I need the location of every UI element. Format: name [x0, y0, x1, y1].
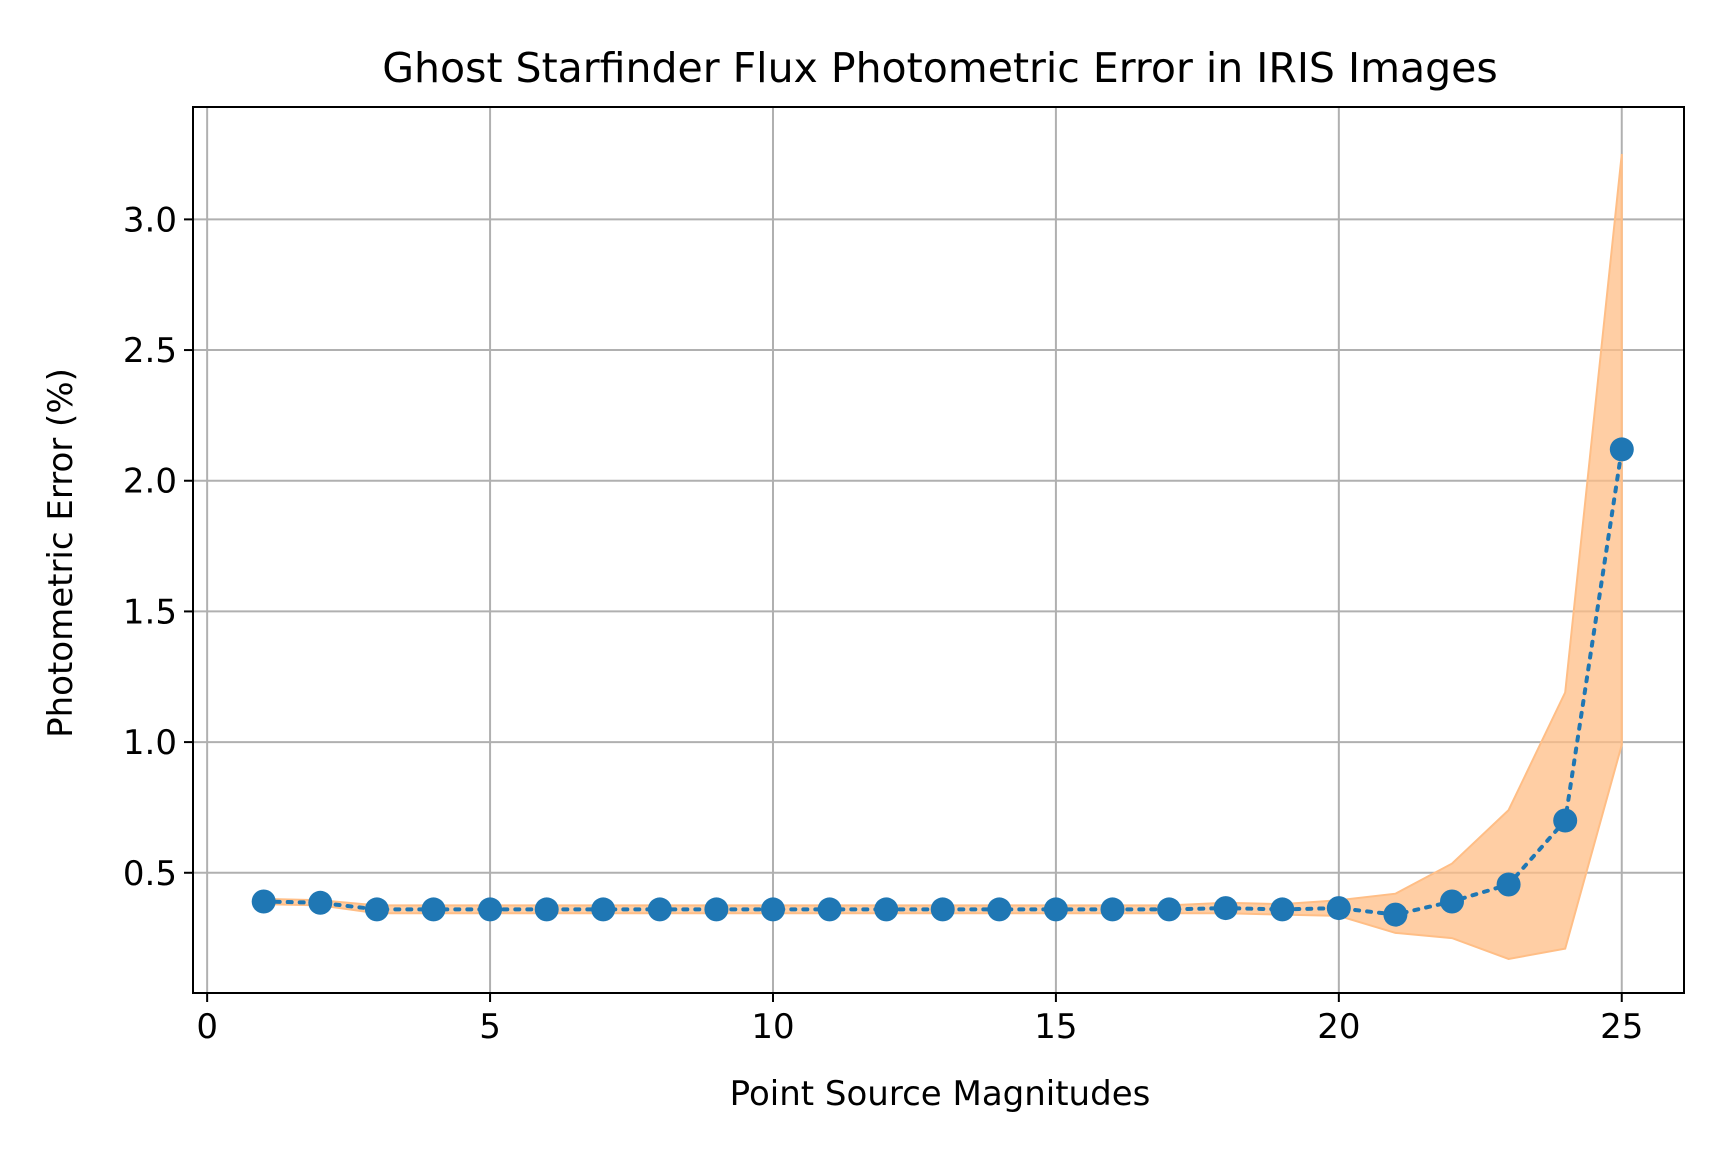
data-point	[1270, 897, 1295, 922]
data-point	[817, 897, 842, 922]
y-tick-label: 1.5	[123, 592, 177, 632]
data-markers	[251, 437, 1634, 927]
data-point	[1043, 897, 1068, 922]
data-point	[534, 897, 559, 922]
data-point	[874, 897, 899, 922]
data-point	[647, 897, 672, 922]
y-tick-label: 2.5	[123, 331, 177, 371]
data-point	[930, 897, 955, 922]
y-tick-label: 1.0	[123, 723, 177, 763]
data-point	[704, 897, 729, 922]
x-tick-label: 25	[1600, 1007, 1643, 1047]
data-point	[761, 897, 785, 922]
data-point	[421, 897, 446, 922]
axis-ticks: 0 5 10 15 20 25 0.5 1.0 1.5 2.0 2.5 3.0	[123, 200, 1643, 1047]
data-point	[1609, 437, 1634, 462]
x-axis-title: Point Source Magnitudes	[730, 1074, 1151, 1114]
data-point	[1440, 889, 1464, 914]
data-point	[1213, 896, 1238, 921]
y-tick-label: 3.0	[123, 200, 177, 240]
data-point	[478, 897, 503, 922]
error-band	[262, 153, 1623, 961]
chart-title: Ghost Starfinder Flux Photometric Error …	[382, 44, 1498, 92]
data-point	[1326, 896, 1351, 921]
y-tick-label: 0.5	[123, 854, 177, 894]
data-point	[591, 897, 616, 922]
data-point	[1553, 808, 1578, 833]
x-tick-label: 20	[1317, 1007, 1360, 1047]
data-point	[1157, 897, 1182, 922]
data-point	[1496, 872, 1521, 897]
x-tick-label: 0	[196, 1007, 218, 1047]
data-point	[1100, 897, 1125, 922]
data-point	[1383, 902, 1408, 927]
data-point	[308, 890, 333, 915]
data-point	[251, 889, 276, 914]
x-tick-label: 5	[479, 1007, 501, 1047]
plot-frame	[192, 106, 1685, 994]
data-point	[364, 897, 389, 922]
data-point	[987, 897, 1012, 922]
y-axis-title: Photometric Error (%)	[41, 368, 81, 738]
error-band-layer	[262, 153, 1623, 961]
x-tick-label: 10	[751, 1007, 794, 1047]
x-tick-label: 15	[1034, 1007, 1077, 1047]
y-tick-label: 2.0	[123, 462, 177, 502]
